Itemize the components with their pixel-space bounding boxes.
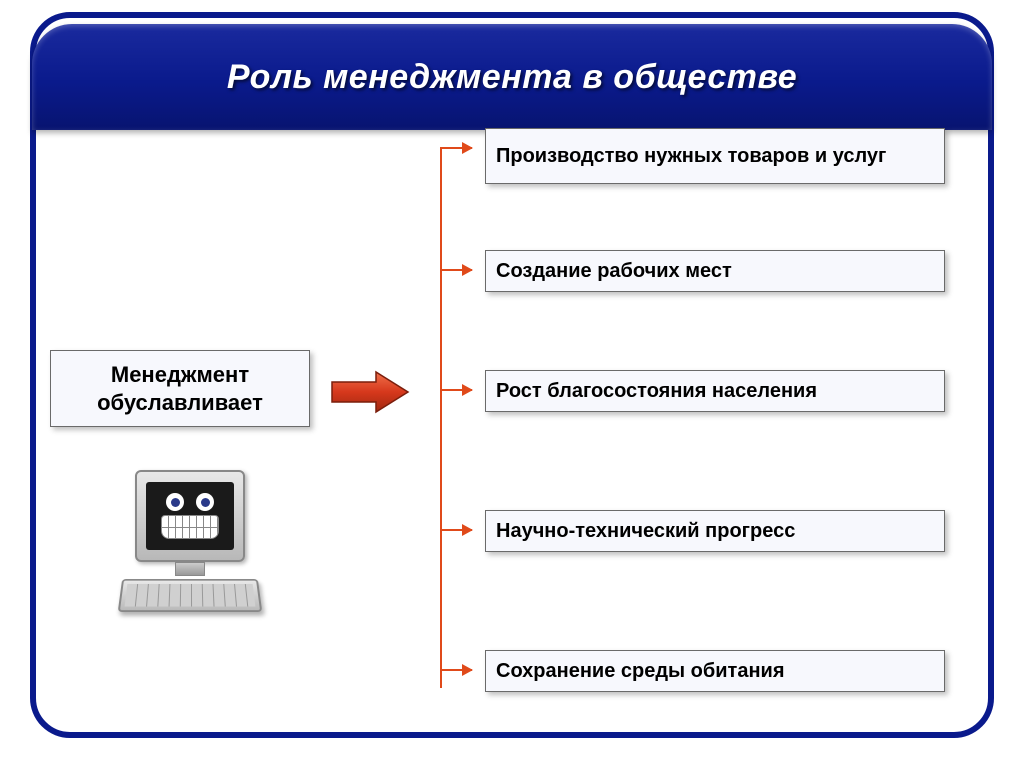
connector-branch — [440, 269, 472, 271]
diagram-content: Менеджмент обуславливает Производство ну… — [30, 120, 994, 738]
title-bar: Роль менеджмента в обществе — [32, 24, 992, 130]
connector-vertical-line — [440, 148, 442, 688]
output-label: Рост благосостояния населения — [496, 379, 817, 403]
output-box-4: Сохранение среды обитания — [485, 650, 945, 692]
output-box-3: Научно-технический прогресс — [485, 510, 945, 552]
output-box-1: Создание рабочих мест — [485, 250, 945, 292]
main-arrow-icon — [330, 370, 410, 414]
output-label: Научно-технический прогресс — [496, 519, 795, 543]
connector-branch — [440, 147, 472, 149]
connector-branch — [440, 389, 472, 391]
connector-branch — [440, 669, 472, 671]
output-label: Создание рабочих мест — [496, 259, 732, 283]
slide-title: Роль менеджмента в обществе — [227, 58, 797, 97]
source-box: Менеджмент обуславливает — [50, 350, 310, 427]
output-label: Сохранение среды обитания — [496, 659, 785, 683]
connector-branch — [440, 529, 472, 531]
output-label: Производство нужных товаров и услуг — [496, 144, 886, 168]
source-label: Менеджмент обуславливает — [97, 362, 263, 415]
output-box-2: Рост благосостояния населения — [485, 370, 945, 412]
computer-face-icon — [120, 470, 260, 630]
output-box-0: Производство нужных товаров и услуг — [485, 128, 945, 184]
